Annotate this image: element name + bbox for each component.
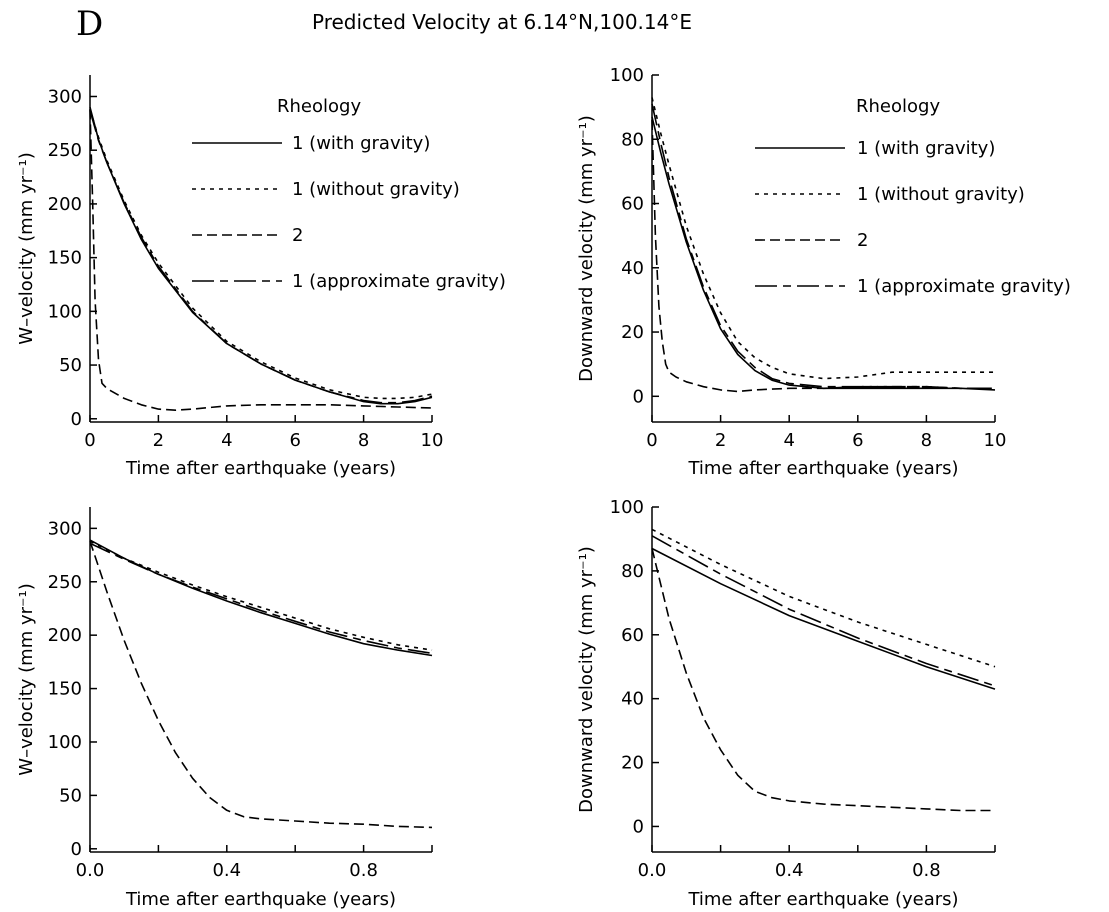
chart1-x-tick-label: 8 — [358, 430, 369, 451]
chart1-x-tick-label: 10 — [421, 430, 444, 451]
chart1-legend-label-2: 1 (without gravity) — [292, 179, 460, 200]
chart3-x-tick-label: 0.8 — [349, 860, 378, 881]
chart4-y-tick-label: 40 — [621, 689, 644, 710]
chart1-legend-label-3: 2 — [292, 225, 303, 246]
chart4-series-line-4 — [651, 535, 996, 687]
chart3-x-tick-label: 0.0 — [76, 860, 105, 881]
chart2-legend-label-1: 1 (with gravity) — [857, 138, 995, 159]
chart4-x-tick-label: 0.0 — [638, 860, 667, 881]
chart3-series-line-1 — [89, 539, 433, 657]
chart3-y-tick-label: 250 — [48, 572, 82, 593]
chart2-y-tick-label: 0 — [633, 386, 644, 407]
chart1-x-tick-label: 4 — [221, 430, 232, 451]
chart2-y-tick-label: 20 — [621, 322, 644, 343]
chart1-series-line-2 — [89, 109, 433, 400]
chart2-x-tick-label: 6 — [852, 430, 863, 451]
chart4-y-axis-label: Downward velocity (mm yr⁻¹) — [576, 546, 597, 813]
chart4-y-tick-label: 0 — [633, 816, 644, 837]
chart2-series-line-4 — [651, 103, 995, 390]
chart4-series-line-2 — [651, 528, 996, 668]
chart2-series-line-2 — [651, 97, 995, 380]
chart1-y-tick-label: 50 — [59, 355, 82, 376]
chart1-legend-label-4: 1 (approximate gravity) — [292, 271, 506, 292]
chart4-y-tick-label: 80 — [621, 561, 644, 582]
chart1-series-line-3 — [89, 109, 433, 412]
chart1-x-tick-label: 6 — [289, 430, 300, 451]
panel-letter: D — [76, 4, 104, 44]
chart2-x-tick-label: 10 — [984, 430, 1007, 451]
chart2-y-axis-label: Downward velocity (mm yr⁻¹) — [576, 115, 597, 382]
chart4-y-tick-label: 60 — [621, 625, 644, 646]
chart2-x-axis-label: Time after earthquake (years) — [687, 458, 958, 479]
chart3-y-tick-label: 300 — [48, 518, 82, 539]
chart1-y-tick-label: 100 — [48, 301, 82, 322]
chart3-y-tick-label: 100 — [48, 732, 82, 753]
chart2-y-tick-label: 60 — [621, 194, 644, 215]
chart2-legend-title: Rheology — [856, 96, 940, 117]
chart1-y-tick-label: 250 — [48, 140, 82, 161]
chart1-y-tick-label: 0 — [71, 409, 82, 430]
chart1-legend-label-1: 1 (with gravity) — [292, 133, 430, 154]
chart2-x-tick-label: 2 — [715, 430, 726, 451]
chart3-y-axis-label: W–velocity (mm yr⁻¹) — [16, 583, 37, 775]
chart2-x-tick-label: 0 — [646, 430, 657, 451]
chart3-x-axis-label: Time after earthquake (years) — [125, 889, 396, 910]
chart3-series-line-3 — [89, 540, 433, 829]
chart4-x-axis-label: Time after earthquake (years) — [687, 889, 958, 910]
chart3-y-tick-label: 150 — [48, 679, 82, 700]
chart3-series-line-4 — [89, 542, 433, 655]
chart1-x-axis-label: Time after earthquake (years) — [125, 458, 396, 479]
chart4-x-tick-label: 0.4 — [775, 860, 804, 881]
chart1-legend-title: Rheology — [277, 96, 361, 117]
chart1-x-tick-label: 2 — [153, 430, 164, 451]
chart4-series-line-3 — [651, 548, 995, 812]
chart2-series-line-1 — [651, 116, 996, 391]
chart1-y-tick-label: 200 — [48, 194, 82, 215]
figure-title: Predicted Velocity at 6.14°N,100.14°E — [312, 10, 692, 34]
chart1-x-tick-label: 0 — [84, 430, 95, 451]
chart1-y-tick-label: 300 — [48, 86, 82, 107]
chart2-legend-label-3: 2 — [857, 230, 868, 251]
chart2-series-line-3 — [651, 119, 995, 393]
chart4-y-tick-label: 20 — [621, 753, 644, 774]
chart1-series-line-4 — [89, 110, 433, 404]
chart1-y-axis-label: W–velocity (mm yr⁻¹) — [16, 152, 37, 344]
chart3-y-tick-label: 50 — [59, 785, 82, 806]
chart2-y-tick-label: 80 — [621, 129, 644, 150]
chart4-x-tick-label: 0.8 — [912, 860, 941, 881]
chart2-legend-label-2: 1 (without gravity) — [857, 184, 1025, 205]
chart2-y-tick-label: 40 — [621, 258, 644, 279]
chart2-x-tick-label: 4 — [783, 430, 794, 451]
chart2-legend-label-4: 1 (approximate gravity) — [857, 276, 1071, 297]
chart4-y-tick-label: 100 — [610, 497, 644, 518]
chart3-x-tick-label: 0.4 — [212, 860, 241, 881]
chart3-y-tick-label: 200 — [48, 625, 82, 646]
chart1-y-tick-label: 150 — [48, 248, 82, 269]
chart2-x-tick-label: 8 — [921, 430, 932, 451]
chart3-series-line-2 — [89, 540, 433, 651]
chart2-y-tick-label: 100 — [610, 65, 644, 86]
chart3-y-tick-label: 0 — [71, 839, 82, 860]
chart4-series-line-1 — [651, 547, 996, 690]
